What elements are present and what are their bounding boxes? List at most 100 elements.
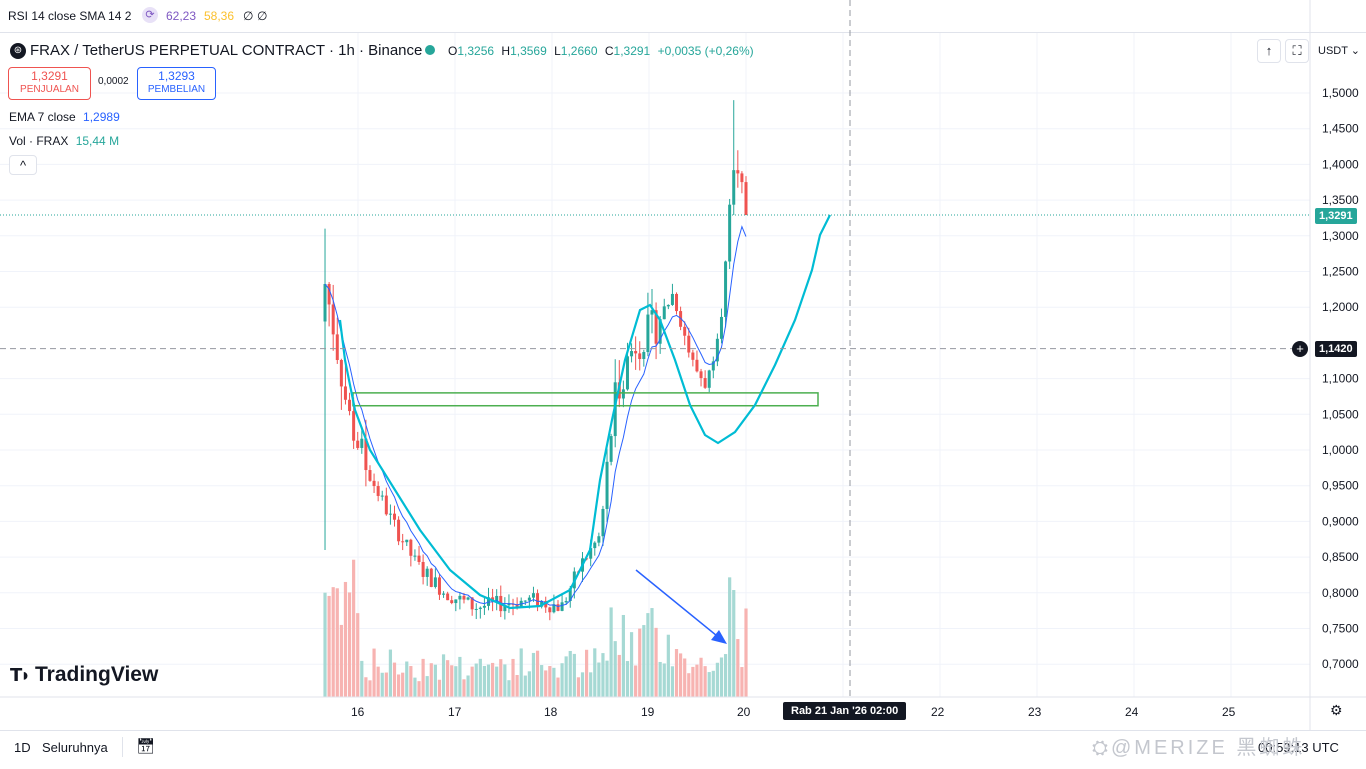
price-tick-label: 0,8000 [1322,586,1359,600]
volume-bar [658,661,662,697]
sell-button[interactable]: 1,3291 PENJUALAN [8,67,91,100]
volume-bar [572,653,576,697]
range-all-button[interactable]: Seluruhnya [42,740,108,755]
time-tick-label: 22 [931,705,945,719]
time-tick-label: 18 [544,705,558,719]
low-value: 1,2660 [560,44,598,58]
chevron-up-icon: ^ [19,158,27,173]
tradingview-logo[interactable]: 𝗧◗ TradingView [10,663,158,687]
volume-bar [548,666,552,697]
volume-bar [433,664,437,697]
volume-bar [576,677,581,697]
candle-body [601,508,605,537]
volume-bar [421,658,425,697]
candle-body [421,561,425,577]
volume-bar [347,592,352,697]
candle-body [621,389,625,399]
candle-body [724,261,728,317]
volume-bar [417,681,421,697]
candle-body [527,597,531,601]
collapse-legend-button[interactable]: ^ [9,155,37,175]
volume-bar [703,666,707,697]
candle-body [687,335,691,353]
volume-bar [642,625,646,697]
open-value: 1,3256 [457,44,495,58]
bottom-divider [122,737,123,757]
time-tick-label: 16 [351,705,365,719]
currency-select[interactable]: USDT ⌄ [1318,45,1361,57]
buy-button[interactable]: 1,3293 PEMBELIAN [137,67,216,100]
symbol-title[interactable]: FRAX / TetherUS PERPETUAL CONTRACT · 1h … [30,42,423,59]
volume-bar [335,588,339,697]
clock-display[interactable]: 00:59:13 UTC [1258,740,1339,755]
candle-body [683,326,687,336]
candle-body [552,604,556,613]
time-tick-label: 25 [1222,705,1236,719]
volume-bar [695,664,699,697]
volume-legend[interactable]: Vol · FRAX 15,44 M [9,134,119,148]
volume-bar [446,660,450,697]
volume-bar [376,666,380,697]
volume-bar [401,672,405,697]
candle-body [719,316,723,339]
volume-bar [740,667,744,697]
candle-body [540,600,544,607]
volume-bar [728,577,732,697]
volume-bar [679,653,683,697]
interval-1d-button[interactable]: 1D [14,740,31,755]
volume-bar [372,648,376,697]
volume-bar [523,675,527,697]
volume-bar [580,672,585,697]
volume-bar [462,679,466,697]
candle-body [728,204,732,262]
candle-body [560,602,564,611]
candle-body [339,360,343,387]
candle-body [715,338,719,362]
volume-bar [605,660,609,697]
volume-bar [380,672,384,697]
volume-bar [331,587,335,697]
volume-bar [409,666,413,697]
volume-bar [593,648,597,697]
ema-label: EMA 7 close [9,110,76,124]
high-value: 1,3569 [510,44,547,58]
volume-bar [634,665,638,697]
candle-body [450,600,454,604]
change-value: +0,0035 (+0,26%) [657,44,754,58]
candle-body [409,539,413,556]
candle-body [630,351,634,357]
volume-bar [425,676,429,697]
candle-body [454,599,458,604]
time-tick-label: 17 [448,705,462,719]
arrow-up-icon[interactable]: ↑ [1257,39,1281,63]
calendar-icon[interactable]: 📅︎ [136,738,156,755]
candle-body [360,438,364,448]
price-tick-label: 0,8500 [1322,550,1359,564]
refresh-icon[interactable]: ⟳ [142,7,158,23]
add-plus-icon[interactable]: + [1292,341,1308,357]
ema-value: 1,2989 [83,110,120,124]
volume-bar [495,666,499,697]
price-tick-label: 1,0000 [1322,443,1359,457]
sell-price: 1,3291 [31,69,68,83]
candle-body [482,605,486,608]
candle-body [695,359,699,372]
price-chart[interactable]: 1,5000 1,4500 1,4000 1,3500 1,3000 1,2500 1,20… [0,0,1366,730]
candle-body [593,542,597,549]
candle-body [609,436,613,462]
fullscreen-icon[interactable]: ⛶ [1285,39,1309,63]
pane-divider[interactable] [0,32,1366,33]
volume-bar [327,595,331,697]
market-status-icon[interactable] [425,45,435,55]
volume-bar [450,665,454,697]
volume-bar [597,662,601,697]
volume-bar [662,663,666,697]
volume-bar [621,614,625,697]
support-zone-box [352,392,819,407]
candle-body [658,319,662,344]
ema-legend[interactable]: EMA 7 close 1,2989 [9,110,120,124]
volume-bar [343,581,348,697]
settings-gear-icon[interactable]: ⚙ [1330,702,1343,718]
volume-bar [352,559,356,697]
rsi-value: 62,23 [166,9,197,23]
